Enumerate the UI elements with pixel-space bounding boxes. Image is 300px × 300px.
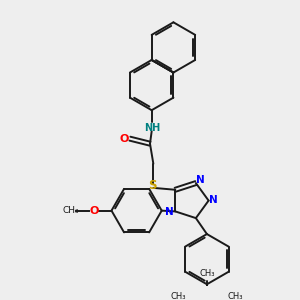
Text: O: O [119,134,129,144]
Text: CH₃: CH₃ [228,292,243,300]
Text: CH₃: CH₃ [199,268,215,278]
Text: CH₃: CH₃ [62,206,79,215]
Text: NH: NH [145,123,161,133]
Text: CH₃: CH₃ [171,292,186,300]
Text: S: S [148,179,157,192]
Text: N: N [196,175,204,185]
Text: O: O [89,206,99,216]
Text: N: N [209,195,218,205]
Text: N: N [165,207,174,217]
